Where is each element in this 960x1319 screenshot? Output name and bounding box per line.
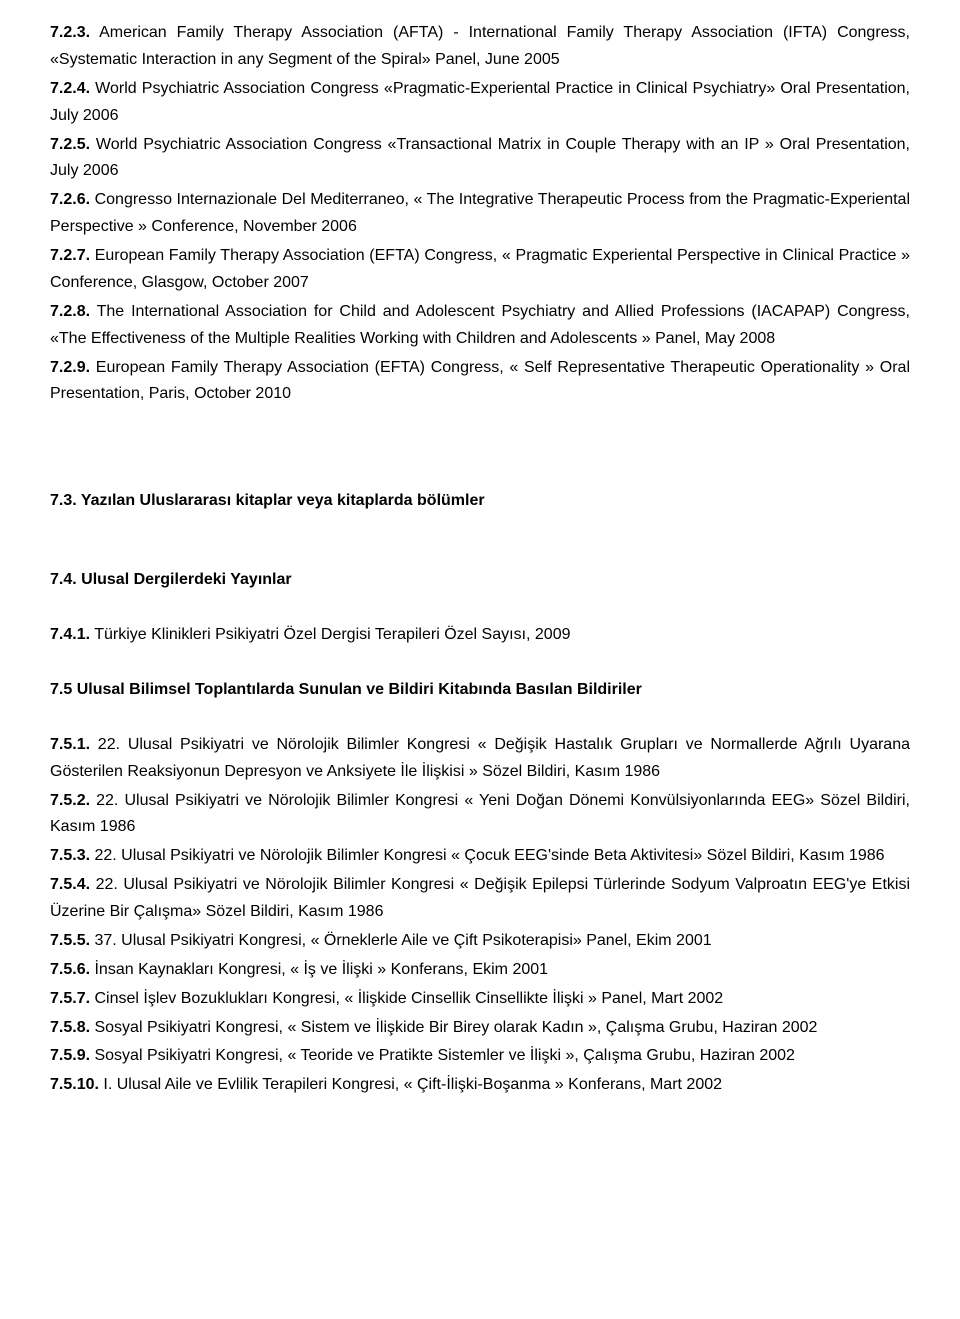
entry-text: Türkiye Klinikleri Psikiyatri Özel Dergi… [90,626,570,643]
entry-text: 22. Ulusal Psikiyatri ve Nörolojik Bilim… [50,876,910,920]
entry-number: 7.4.1. [50,626,90,643]
entry-text: World Psychiatric Association Congress «… [50,136,910,180]
entry-7-4-1: 7.4.1. Türkiye Klinikleri Psikiyatri Öze… [50,622,910,649]
entry-number: 7.2.4. [50,80,90,97]
entry-7-5-5: 7.5.5. 37. Ulusal Psikiyatri Kongresi, «… [50,928,910,955]
entry-text: I. Ulusal Aile ve Evlilik Terapileri Kon… [99,1076,722,1093]
spacer [50,706,910,732]
heading-7-4: 7.4. Ulusal Dergilerdeki Yayınlar [50,567,910,594]
entry-7-5-8: 7.5.8. Sosyal Psikiyatri Kongresi, « Sis… [50,1015,910,1042]
entry-number: 7.2.9. [50,359,90,376]
entry-7-5-10: 7.5.10. I. Ulusal Aile ve Evlilik Terapi… [50,1072,910,1099]
entry-7-2-9: 7.2.9. European Family Therapy Associati… [50,355,910,409]
entry-number: 7.5.6. [50,961,90,978]
entry-number: 7.2.6. [50,191,90,208]
entry-number: 7.2.5. [50,136,90,153]
entry-text: The International Association for Child … [50,303,910,347]
entry-number: 7.2.8. [50,303,90,320]
entry-text: Sosyal Psikiyatri Kongresi, « Sistem ve … [90,1019,817,1036]
entry-text: Sosyal Psikiyatri Kongresi, « Teoride ve… [90,1047,795,1064]
entry-text: Congresso Internazionale Del Mediterrane… [50,191,910,235]
heading-7-3: 7.3. Yazılan Uluslararası kitaplar veya … [50,488,910,515]
entry-7-5-1: 7.5.1. 22. Ulusal Psikiyatri ve Nöroloji… [50,732,910,786]
entry-7-2-4: 7.2.4. World Psychiatric Association Con… [50,76,910,130]
entry-text: 37. Ulusal Psikiyatri Kongresi, « Örnekl… [90,932,712,949]
entry-text: 22. Ulusal Psikiyatri ve Nörolojik Bilim… [50,792,910,836]
entry-7-5-7: 7.5.7. Cinsel İşlev Bozuklukları Kongres… [50,986,910,1013]
entry-7-5-9: 7.5.9. Sosyal Psikiyatri Kongresi, « Teo… [50,1043,910,1070]
entry-number: 7.5.7. [50,990,90,1007]
entry-text: 22. Ulusal Psikiyatri ve Nörolojik Bilim… [50,736,910,780]
entry-text: 22. Ulusal Psikiyatri ve Nörolojik Bilim… [90,847,885,864]
entry-number: 7.2.7. [50,247,90,264]
spacer [50,596,910,622]
document-page: 7.2.3. American Family Therapy Associati… [0,0,960,1141]
entry-text: Cinsel İşlev Bozuklukları Kongresi, « İl… [90,990,723,1007]
entry-text: İnsan Kaynakları Kongresi, « İş ve İlişk… [90,961,548,978]
entry-7-2-8: 7.2.8. The International Association for… [50,299,910,353]
entry-7-5-3: 7.5.3. 22. Ulusal Psikiyatri ve Nöroloji… [50,843,910,870]
entry-number: 7.5.9. [50,1047,90,1064]
entry-text: European Family Therapy Association (EFT… [50,247,910,291]
entry-number: 7.5.8. [50,1019,90,1036]
entry-number: 7.5.2. [50,792,90,809]
entry-text: World Psychiatric Association Congress «… [50,80,910,124]
entry-7-5-4: 7.5.4. 22. Ulusal Psikiyatri ve Nöroloji… [50,872,910,926]
entry-7-2-5: 7.2.5. World Psychiatric Association Con… [50,132,910,186]
entry-text: European Family Therapy Association (EFT… [50,359,910,403]
entry-number: 7.5.4. [50,876,90,893]
entry-text: American Family Therapy Association (AFT… [50,24,910,68]
entry-number: 7.2.3. [50,24,90,41]
entry-number: 7.5.5. [50,932,90,949]
entry-7-2-6: 7.2.6. Congresso Internazionale Del Medi… [50,187,910,241]
entry-7-2-7: 7.2.7. European Family Therapy Associati… [50,243,910,297]
entry-7-2-3: 7.2.3. American Family Therapy Associati… [50,20,910,74]
entry-number: 7.5.3. [50,847,90,864]
entry-7-5-6: 7.5.6. İnsan Kaynakları Kongresi, « İş v… [50,957,910,984]
heading-7-5: 7.5 Ulusal Bilimsel Toplantılarda Sunula… [50,677,910,704]
entry-7-5-2: 7.5.2. 22. Ulusal Psikiyatri ve Nöroloji… [50,788,910,842]
entry-number: 7.5.1. [50,736,90,753]
entry-number: 7.5.10. [50,1076,99,1093]
spacer [50,410,910,436]
